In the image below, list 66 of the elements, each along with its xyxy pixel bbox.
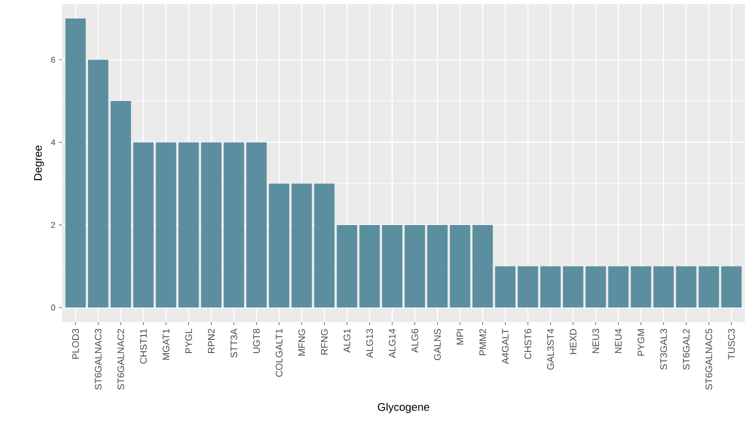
bar (133, 142, 154, 308)
bar (472, 224, 493, 308)
x-tick-label: TUSC3 (728, 328, 735, 360)
bar (676, 266, 696, 308)
x-tick-label: ST6GAL2 (682, 328, 690, 370)
x-tick-label: ST6GALNAC3 (94, 328, 102, 390)
y-tick-label: 6 (51, 56, 56, 63)
bar (518, 266, 538, 308)
x-tick-label: MPI (456, 329, 464, 345)
bar (653, 266, 674, 308)
bar (336, 224, 358, 308)
x-tick-label: GAL3ST4 (547, 328, 554, 370)
bar (404, 224, 425, 308)
bar (382, 224, 402, 308)
bar (359, 224, 380, 308)
x-tick-label: ALG1 (344, 328, 350, 353)
x-tick-label: HEXD (570, 328, 576, 354)
bar (178, 142, 199, 308)
bar (314, 184, 335, 308)
x-tick-label: ST6GALNAC5 (705, 328, 712, 390)
y-axis-title: Degree (34, 146, 44, 180)
bar (65, 18, 86, 308)
bar (495, 266, 516, 308)
y-tick-label: 2 (51, 222, 56, 228)
x-tick-label: ST6GALNAC2 (117, 328, 124, 390)
x-tick-label: COLGALT1 (276, 328, 282, 377)
bar (721, 266, 742, 308)
x-tick-label: UGT8 (253, 328, 260, 354)
x-tick-label: CHST6 (524, 328, 532, 360)
x-tick-label: A4GALT (502, 328, 509, 364)
bar (292, 184, 312, 308)
x-axis-title: Glycogene (378, 402, 430, 414)
x-tick-label: RPN2 (208, 328, 215, 353)
x-tick-label: RFNG (321, 329, 328, 355)
x-tick-label: CHST11 (140, 328, 147, 364)
y-tick-label: 0 (51, 304, 56, 311)
bar (156, 142, 176, 308)
bar (88, 60, 108, 308)
bar (201, 142, 222, 308)
x-tick-label: GALNS (434, 328, 441, 360)
bar (562, 266, 584, 308)
x-tick-label: NEU4 (615, 328, 622, 353)
bar (110, 101, 131, 308)
bar (608, 266, 629, 308)
bar (224, 142, 244, 308)
x-tick-label: ALG13 (366, 328, 373, 358)
x-tick-label: ALG14 (388, 328, 396, 358)
x-tick-label: MGAT1 (162, 328, 170, 360)
x-tick-label: PYGM (638, 329, 644, 356)
bar (586, 266, 606, 308)
bar (427, 224, 448, 308)
x-tick-label: ALG6 (411, 328, 418, 353)
bar (540, 266, 561, 308)
x-tick-label: ST3GAL3 (660, 328, 667, 370)
y-tick-label: 4 (50, 139, 56, 146)
bar (450, 224, 470, 308)
x-tick-label: PMM2 (479, 328, 486, 356)
x-tick-label: PYGL (185, 328, 192, 353)
x-tick-label: PLOD3 (72, 328, 79, 359)
bar (698, 266, 719, 308)
bar (268, 184, 290, 308)
x-tick-label: STT3A (230, 328, 238, 358)
bar (630, 266, 652, 308)
x-tick-label: MFNG (298, 329, 306, 356)
x-tick-label: NEU3 (592, 328, 600, 353)
bar (246, 142, 267, 308)
